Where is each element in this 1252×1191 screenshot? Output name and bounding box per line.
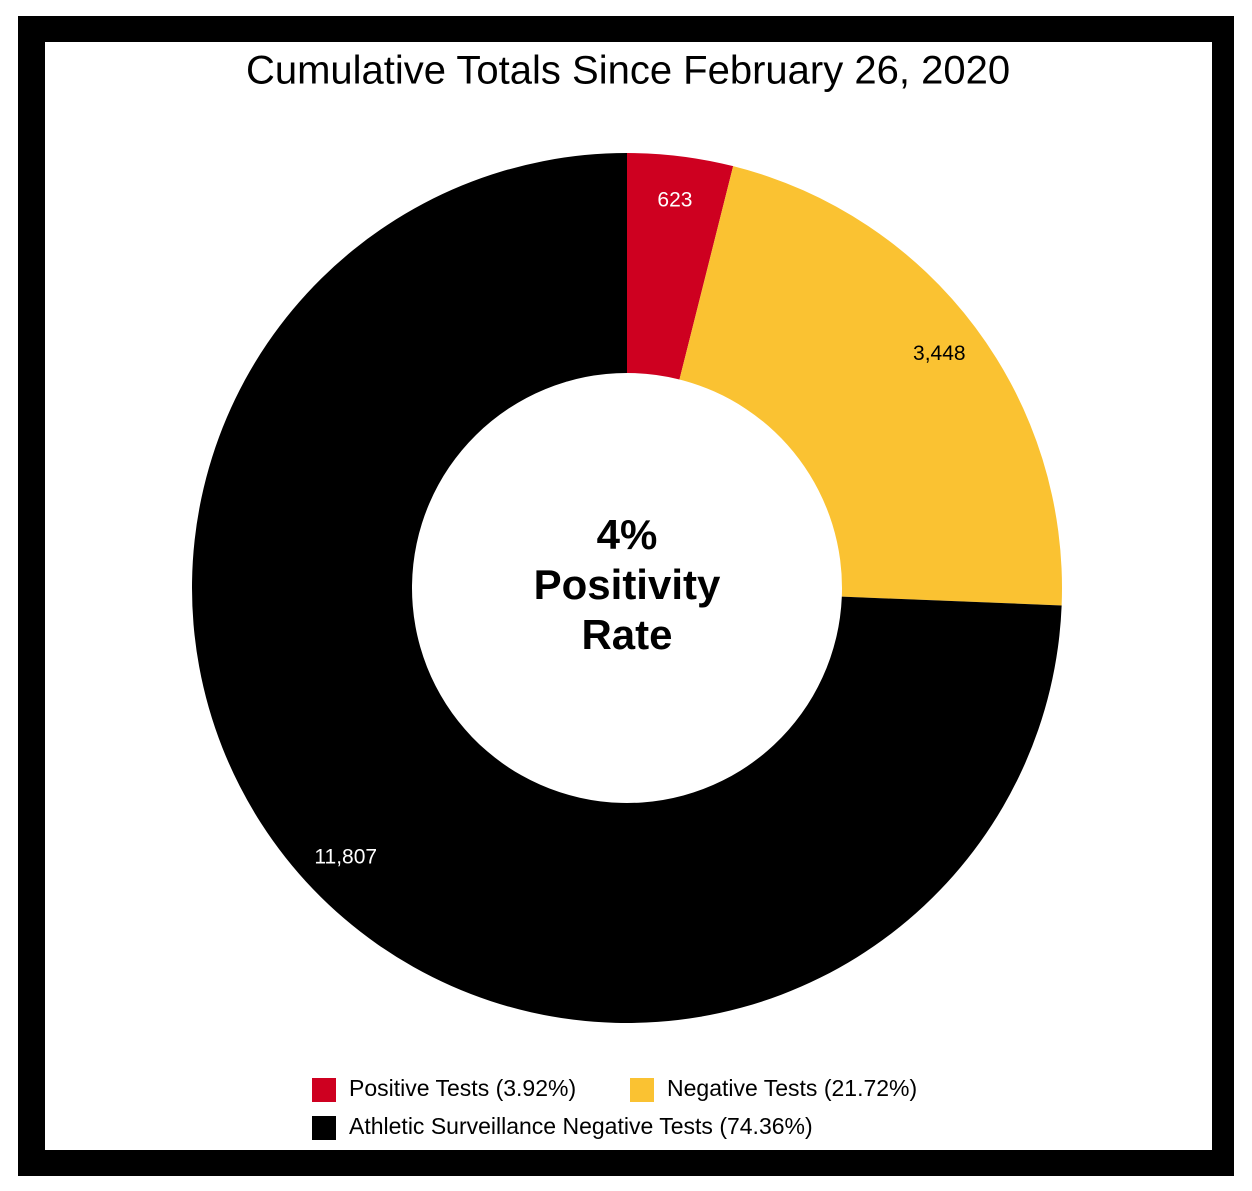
value-label: 3,448 [913,342,966,365]
value-label: 623 [657,189,692,212]
wedge [192,153,1062,1023]
center-label: Rate [581,611,672,658]
center-label: 4% [597,511,658,558]
value-label: 11,807 [314,846,377,869]
wedge [627,153,734,380]
legend-label: Positive Tests (3.92%) [349,1075,576,1101]
legend-label: Negative Tests (21.72%) [667,1075,917,1101]
chart-title: Cumulative Totals Since February 26, 202… [246,49,1010,93]
legend-swatch [312,1078,336,1102]
legend-label: Athletic Surveillance Negative Tests (74… [349,1113,813,1139]
legend-swatch [630,1078,654,1102]
center-label: Positivity [534,561,721,608]
legend-swatch [312,1116,336,1140]
wedge [679,166,1062,606]
